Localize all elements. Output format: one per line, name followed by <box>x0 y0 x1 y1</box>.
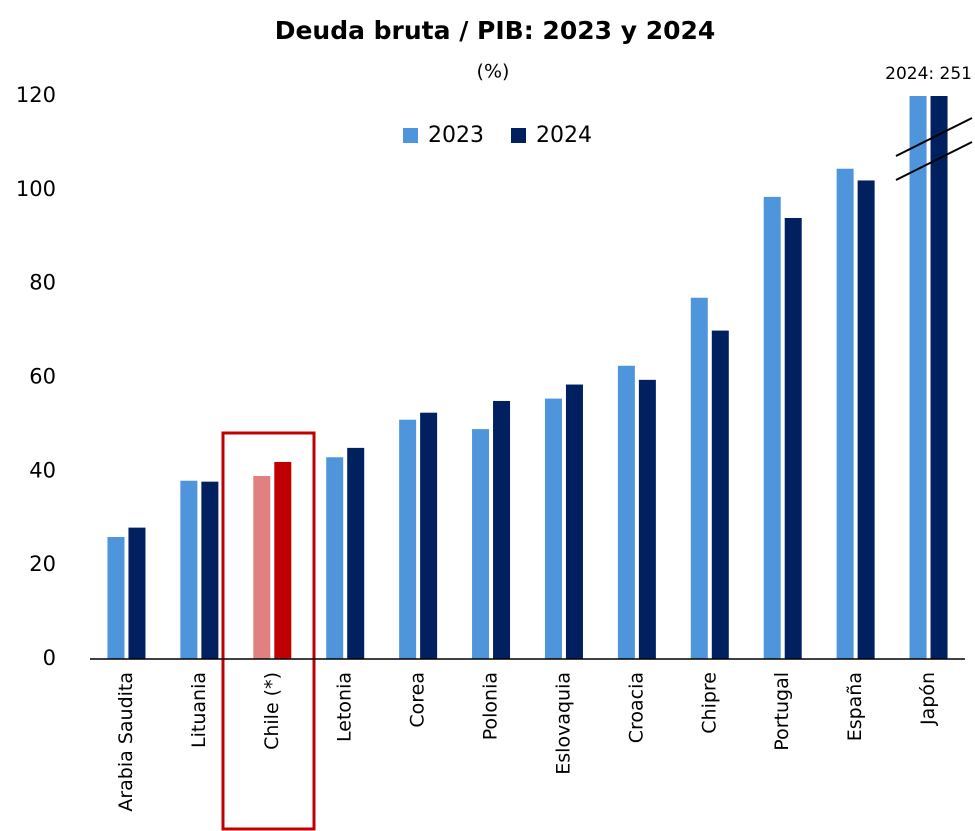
break-mark <box>895 141 973 181</box>
bar <box>326 457 344 659</box>
y-tick-label: 100 <box>16 177 56 201</box>
bars <box>107 96 948 659</box>
x-tick-label: España <box>844 672 866 741</box>
bar <box>180 480 198 659</box>
bar <box>909 96 927 659</box>
highlight-box <box>221 431 316 831</box>
chart-title: Deuda bruta / PIB: 2023 y 2024 <box>275 16 716 45</box>
x-tick-label: Chipre <box>698 672 720 734</box>
legend-label: 2024 <box>536 123 592 148</box>
y-tick-label: 80 <box>29 271 56 295</box>
x-tick-label: Polonia <box>480 672 502 740</box>
bar <box>472 429 490 659</box>
x-tick-label: Croacia <box>625 672 647 743</box>
bar <box>690 297 708 659</box>
bar <box>784 217 802 659</box>
bar <box>565 384 583 659</box>
bar <box>399 419 417 659</box>
bar <box>638 379 656 659</box>
y-tick-label: 20 <box>29 552 56 576</box>
x-tick-label: Letonia <box>334 672 356 742</box>
bar <box>544 398 562 659</box>
x-tick-label: Corea <box>407 672 429 728</box>
bar <box>420 412 438 659</box>
bar <box>711 330 729 659</box>
x-tick-label: Arabia Saudita <box>115 672 137 812</box>
annotation: 2024: 251 <box>885 64 972 84</box>
bar <box>857 180 875 659</box>
legend-swatch <box>511 128 526 143</box>
x-tick-label: Japón <box>917 672 939 726</box>
bar <box>617 365 635 659</box>
bar <box>493 400 511 659</box>
break-mark <box>895 117 973 157</box>
bar <box>763 196 781 659</box>
bar <box>347 447 365 659</box>
y-tick-label: 40 <box>29 458 56 482</box>
legend-swatch <box>403 128 418 143</box>
bar <box>930 96 948 659</box>
y-tick-label: 0 <box>43 646 56 670</box>
bar <box>128 527 146 659</box>
y-tick-label: 120 <box>16 83 56 107</box>
chart-subtitle: (%) <box>477 61 510 83</box>
x-tick-label: Portugal <box>771 672 793 751</box>
bar <box>274 461 292 659</box>
x-tick-label: Eslovaquia <box>552 672 574 775</box>
x-tick-label: Chile (*) <box>261 672 283 750</box>
bar <box>201 481 219 659</box>
bar <box>253 476 271 659</box>
bar <box>107 537 125 659</box>
x-tick-label: Lituania <box>188 672 210 748</box>
legend-label: 2023 <box>428 123 484 148</box>
y-tick-label: 60 <box>29 365 56 389</box>
bar <box>836 168 854 659</box>
